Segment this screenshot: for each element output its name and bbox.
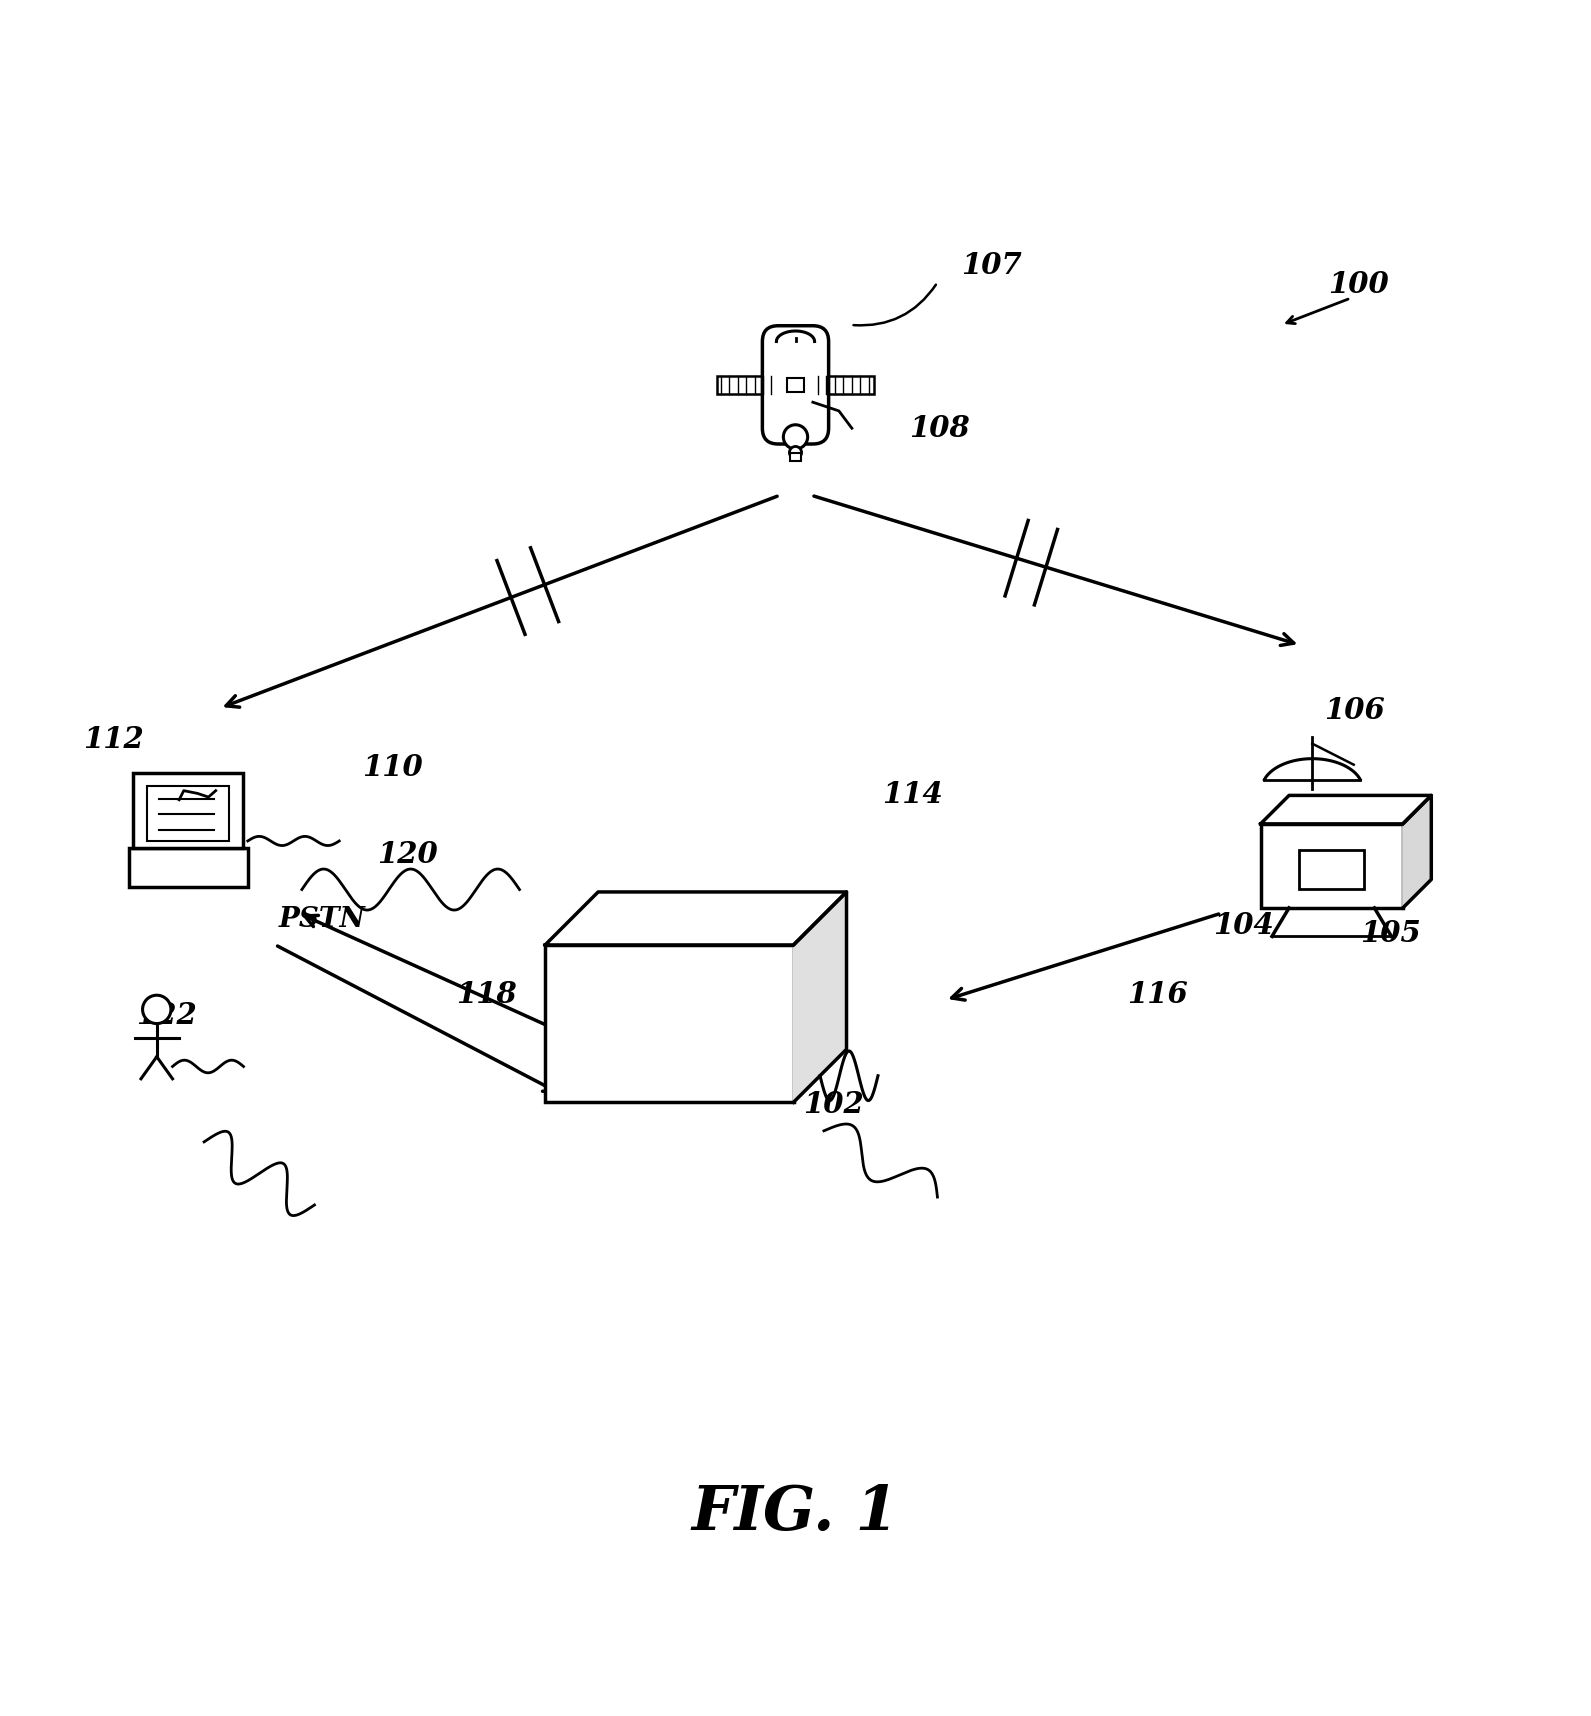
Text: 105: 105 [1360,918,1421,947]
Text: 110: 110 [361,753,423,782]
Bar [815,376,873,393]
Circle shape [789,446,802,458]
Bar [1260,824,1403,908]
Text: 100: 100 [1328,271,1389,299]
Text: PSTN: PSTN [278,906,364,934]
Text: 102: 102 [803,1090,864,1119]
Text: FIG. 1: FIG. 1 [692,1483,899,1543]
Bar [788,378,803,391]
Bar [129,848,248,887]
Polygon shape [1403,796,1432,908]
Polygon shape [1260,796,1432,824]
Bar [134,774,243,848]
Text: 122: 122 [137,1000,197,1030]
Bar [1300,851,1363,889]
Text: 106: 106 [1324,697,1384,726]
FancyBboxPatch shape [762,326,829,444]
Text: 118: 118 [457,980,517,1009]
Bar [718,376,776,393]
Text: 104: 104 [1214,911,1274,940]
Text: 114: 114 [883,779,943,808]
Bar [791,453,800,462]
Text: 107: 107 [961,252,1021,280]
Bar [546,946,794,1102]
Polygon shape [794,892,846,1102]
Bar [146,786,229,841]
Circle shape [143,995,170,1024]
Text: 112: 112 [83,724,143,753]
Polygon shape [546,892,846,946]
Text: 120: 120 [377,839,438,868]
Circle shape [783,426,808,450]
Text: 116: 116 [1126,980,1187,1009]
Text: 108: 108 [908,414,971,443]
